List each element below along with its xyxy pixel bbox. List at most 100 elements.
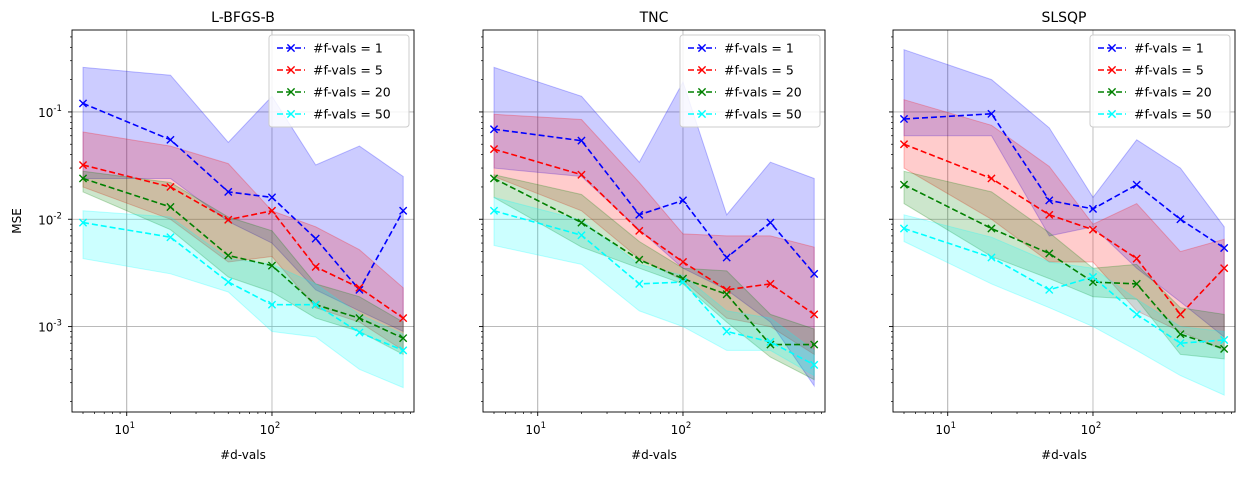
legend-marker xyxy=(1107,109,1117,119)
data-point xyxy=(987,109,996,118)
axes-frame xyxy=(71,29,415,413)
data-point xyxy=(224,277,233,287)
y-tick-label: 10-2 xyxy=(38,211,62,227)
data-point xyxy=(1045,210,1054,219)
axes-frame xyxy=(892,29,1236,413)
data-point xyxy=(1088,272,1098,282)
y-axis-label: MSE xyxy=(10,208,24,234)
data-point xyxy=(224,215,233,224)
data-point xyxy=(166,233,175,242)
data-point xyxy=(810,310,819,319)
legend-marker xyxy=(697,65,707,75)
legend-box xyxy=(1089,34,1231,128)
legend: #f-vals = 1 #f-vals = 5 #f-vals = 20 #f-val… xyxy=(679,34,821,128)
data-point xyxy=(78,160,88,170)
confidence-band-3 xyxy=(493,174,815,381)
x-tick-label: 101 xyxy=(114,421,135,437)
confidence-band-2 xyxy=(493,113,815,356)
data-point xyxy=(766,218,775,227)
data-point xyxy=(78,174,88,183)
legend-box xyxy=(679,34,821,128)
panel-1: 101 102 10-3 10-2 10-1 L-BFGS-B #d-vals MSE #f-v… xyxy=(10,10,415,462)
panel-3: 101 102 SLSQP #d-vals #f-vals = 1 #f-vals = 5… xyxy=(889,10,1236,462)
data-point xyxy=(1220,264,1229,273)
axes-frame xyxy=(482,29,826,413)
legend-entry: #f-vals = 50 xyxy=(313,107,391,122)
data-point xyxy=(224,251,233,260)
legend-entry: #f-vals = 20 xyxy=(313,85,391,100)
data-point xyxy=(267,193,277,202)
y-tick-label: 10-3 xyxy=(38,319,62,335)
data-point xyxy=(722,253,731,262)
legend-entry: #f-vals = 50 xyxy=(724,107,802,122)
legend-marker xyxy=(286,109,296,119)
data-point xyxy=(987,253,996,262)
data-point xyxy=(399,313,408,323)
chart-title: L-BFGS-B xyxy=(211,10,275,26)
data-point xyxy=(766,337,775,346)
plot-area xyxy=(489,66,819,388)
data-point xyxy=(166,202,175,212)
plot-area xyxy=(899,49,1229,396)
confidence-band-4 xyxy=(903,214,1225,396)
x-tick-label: 102 xyxy=(1081,421,1102,437)
data-point xyxy=(399,346,408,355)
data-point xyxy=(489,206,499,215)
data-point xyxy=(899,114,909,124)
data-point xyxy=(1045,196,1054,205)
legend-entry: #f-vals = 1 xyxy=(724,41,794,56)
data-point xyxy=(678,274,688,283)
legend-entry: #f-vals = 20 xyxy=(724,85,802,100)
legend-marker xyxy=(286,65,296,75)
legend-marker xyxy=(697,87,707,97)
data-point xyxy=(166,135,175,144)
confidence-band-2 xyxy=(903,99,1225,352)
data-point xyxy=(1088,225,1098,234)
legend: #f-vals = 1 #f-vals = 5 #f-vals = 20 #f-val… xyxy=(268,34,410,128)
x-tick-label: 101 xyxy=(525,421,546,437)
data-point xyxy=(1176,330,1185,339)
data-point xyxy=(1132,310,1141,319)
data-point xyxy=(78,99,88,108)
plot-area xyxy=(78,66,408,389)
data-point xyxy=(1132,254,1141,263)
legend-entry: #f-vals = 20 xyxy=(1134,85,1212,100)
data-point xyxy=(355,328,364,337)
x-axis-label: #d-vals xyxy=(631,448,677,462)
legend-entry: #f-vals = 1 xyxy=(313,41,383,56)
data-point xyxy=(635,226,644,235)
confidence-band-1 xyxy=(82,66,404,333)
data-point xyxy=(1220,243,1229,253)
data-point xyxy=(311,262,320,271)
data-point xyxy=(987,174,996,183)
data-point xyxy=(678,196,688,205)
data-point xyxy=(635,210,644,219)
legend-entry: #f-vals = 5 xyxy=(1134,63,1204,78)
legend-marker xyxy=(1107,87,1117,97)
data-point xyxy=(1045,285,1054,294)
legend-entry: #f-vals = 50 xyxy=(1134,107,1212,122)
x-tick-label: 101 xyxy=(935,421,956,437)
legend-marker xyxy=(286,87,296,97)
x-tick-label: 102 xyxy=(260,421,281,437)
data-point xyxy=(355,283,364,292)
data-point xyxy=(1176,215,1185,224)
data-point xyxy=(987,224,996,233)
data-point xyxy=(1220,335,1229,345)
data-point xyxy=(78,218,88,227)
data-point xyxy=(355,313,364,323)
data-point xyxy=(489,145,499,154)
data-point xyxy=(810,340,819,349)
data-point xyxy=(678,257,688,267)
legend-marker xyxy=(1107,65,1117,75)
legend-marker xyxy=(286,43,296,53)
x-tick-label: 102 xyxy=(671,421,692,437)
data-point xyxy=(267,261,277,270)
data-point xyxy=(267,206,277,215)
data-point xyxy=(899,180,909,189)
data-point xyxy=(722,290,731,299)
x-axis-label: #d-vals xyxy=(1041,448,1087,462)
data-point xyxy=(722,327,731,336)
